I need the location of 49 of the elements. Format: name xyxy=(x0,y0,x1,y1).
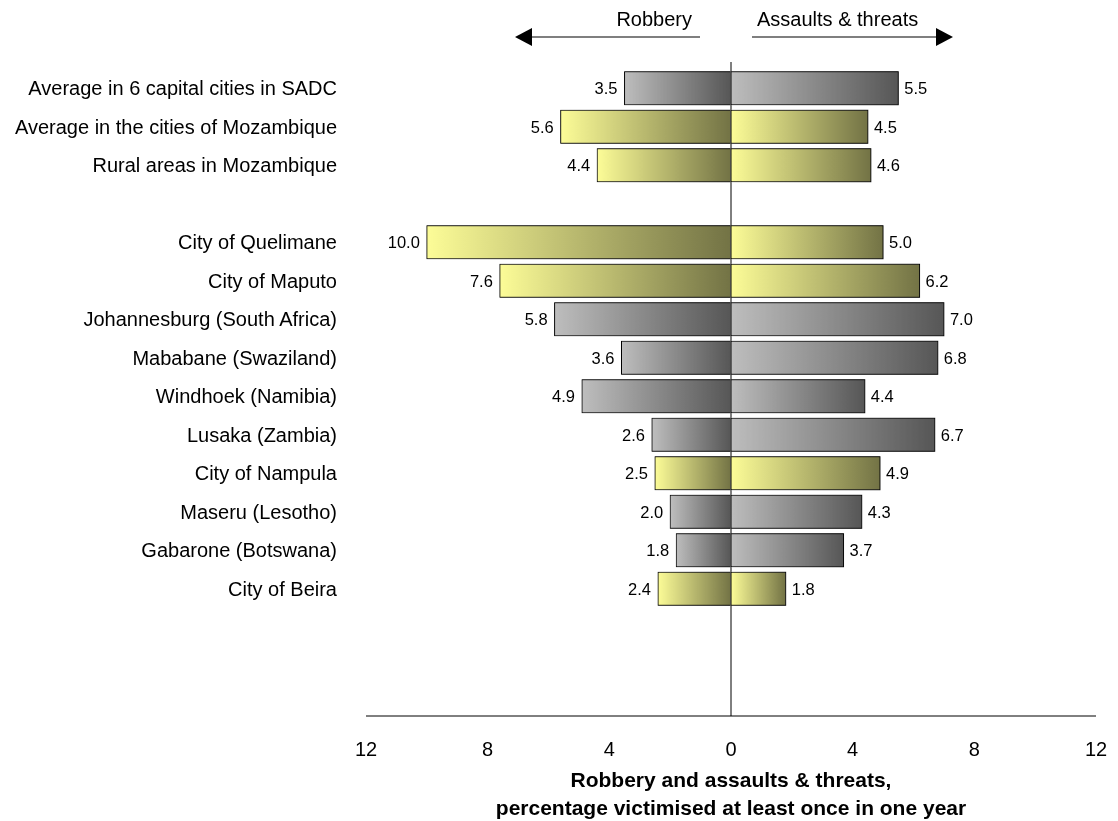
y-tick-label: City of Maputo xyxy=(208,269,337,292)
text: Assaults & threats xyxy=(757,8,919,30)
y-tick-label: Mababane (Swaziland) xyxy=(132,346,337,369)
data-label: 4.3 xyxy=(867,502,891,521)
data-label: 2.0 xyxy=(640,502,664,521)
y-tick-label: Rural areas in Mozambique xyxy=(92,154,337,177)
x-axis-title: Robbery and assaults & threats, percentage victimised at least once in one year xyxy=(495,768,967,819)
x-tick-label: 4 xyxy=(603,738,615,760)
y-tick-label: Maseru (Lesotho) xyxy=(180,500,337,523)
y-tick-label: Average in 6 capital cities in SADC xyxy=(28,77,337,100)
data-label: 3.7 xyxy=(849,541,873,560)
data-label: 3.6 xyxy=(591,348,615,367)
data-label: 5.6 xyxy=(530,117,554,136)
y-tick-label: Average in the cities of Mozambique xyxy=(14,115,337,138)
data-label: 7.0 xyxy=(949,310,973,329)
y-tick-label: City of Nampula xyxy=(194,462,338,485)
data-label: 2.4 xyxy=(628,579,651,598)
text: Robbery xyxy=(616,8,692,30)
data-label: 1.8 xyxy=(646,541,670,560)
y-tick-label: City of Beira xyxy=(228,577,338,600)
data-label: 5.0 xyxy=(889,233,913,252)
data-label: 1.8 xyxy=(791,579,815,598)
data-label: 4.9 xyxy=(552,387,575,406)
y-tick-label: City of Quelimane xyxy=(178,231,337,254)
data-label: 10.0 xyxy=(387,233,420,252)
data-label: 4.6 xyxy=(876,156,900,175)
y-tick-label: Gabarone (Botswana) xyxy=(141,539,337,562)
data-label: 7.6 xyxy=(469,271,493,290)
data-label: 4.4 xyxy=(870,387,894,406)
x-tick-label: 12 xyxy=(354,738,378,760)
x-tick-label: 8 xyxy=(482,738,494,760)
data-label: 5.8 xyxy=(524,310,548,329)
data-label: 3.5 xyxy=(594,79,618,98)
data-label: 4.4 xyxy=(567,156,591,175)
data-label: 2.5 xyxy=(625,464,648,483)
data-label: 4.5 xyxy=(873,117,897,136)
data-label: 5.5 xyxy=(904,79,928,98)
data-label: 6.8 xyxy=(943,348,967,367)
y-tick-label: Johannesburg (South Africa) xyxy=(83,308,337,331)
x-tick-label: 4 xyxy=(847,738,859,760)
x-tick-label: 12 xyxy=(1084,738,1108,760)
data-label: 4.9 xyxy=(886,464,909,483)
x-tick-label: 8 xyxy=(968,738,980,760)
data-label: 2.6 xyxy=(621,425,645,444)
y-tick-label: Lusaka (Zambia) xyxy=(186,423,337,446)
data-label: 6.7 xyxy=(940,425,964,444)
x-tick-label: 0 xyxy=(725,738,737,760)
y-tick-label: Windhoek (Namibia) xyxy=(155,385,337,408)
data-label: 6.2 xyxy=(925,271,949,290)
